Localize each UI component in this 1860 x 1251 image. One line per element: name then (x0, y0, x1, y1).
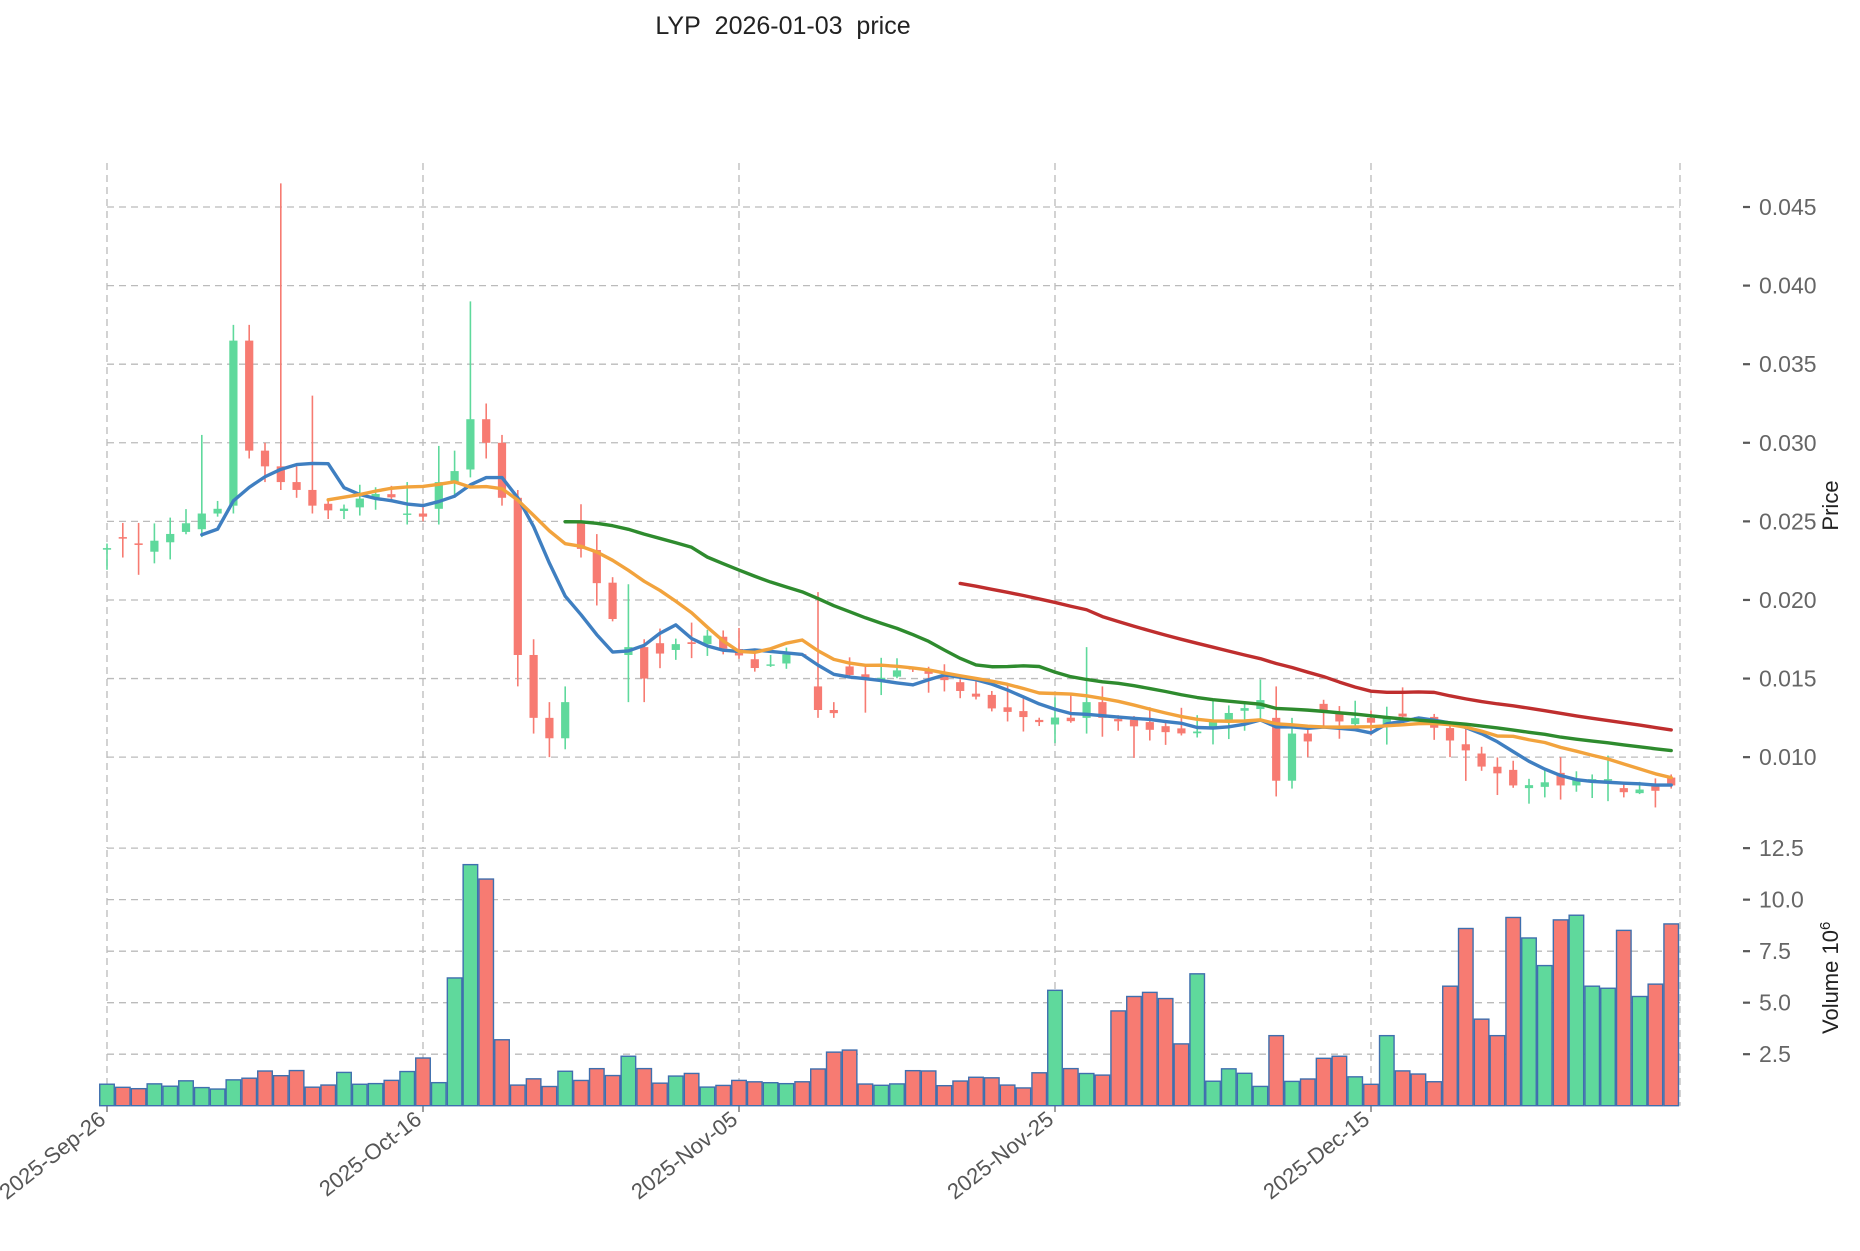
svg-text:0.045: 0.045 (1759, 194, 1817, 220)
svg-text:Price: Price (1818, 480, 1843, 530)
svg-text:0.030: 0.030 (1759, 430, 1817, 456)
svg-text:10.0: 10.0 (1759, 887, 1804, 913)
svg-text:0.020: 0.020 (1759, 587, 1817, 613)
svg-text:Volume 106: Volume 106 (1817, 922, 1844, 1034)
svg-text:0.010: 0.010 (1759, 744, 1817, 770)
svg-text:0.025: 0.025 (1759, 508, 1817, 534)
svg-text:0.035: 0.035 (1759, 351, 1817, 377)
svg-text:12.5: 12.5 (1759, 835, 1804, 861)
svg-text:2.5: 2.5 (1759, 1041, 1791, 1067)
svg-text:0.015: 0.015 (1759, 666, 1817, 692)
svg-text:5.0: 5.0 (1759, 990, 1791, 1016)
svg-text:0.040: 0.040 (1759, 273, 1817, 299)
svg-text:7.5: 7.5 (1759, 938, 1791, 964)
